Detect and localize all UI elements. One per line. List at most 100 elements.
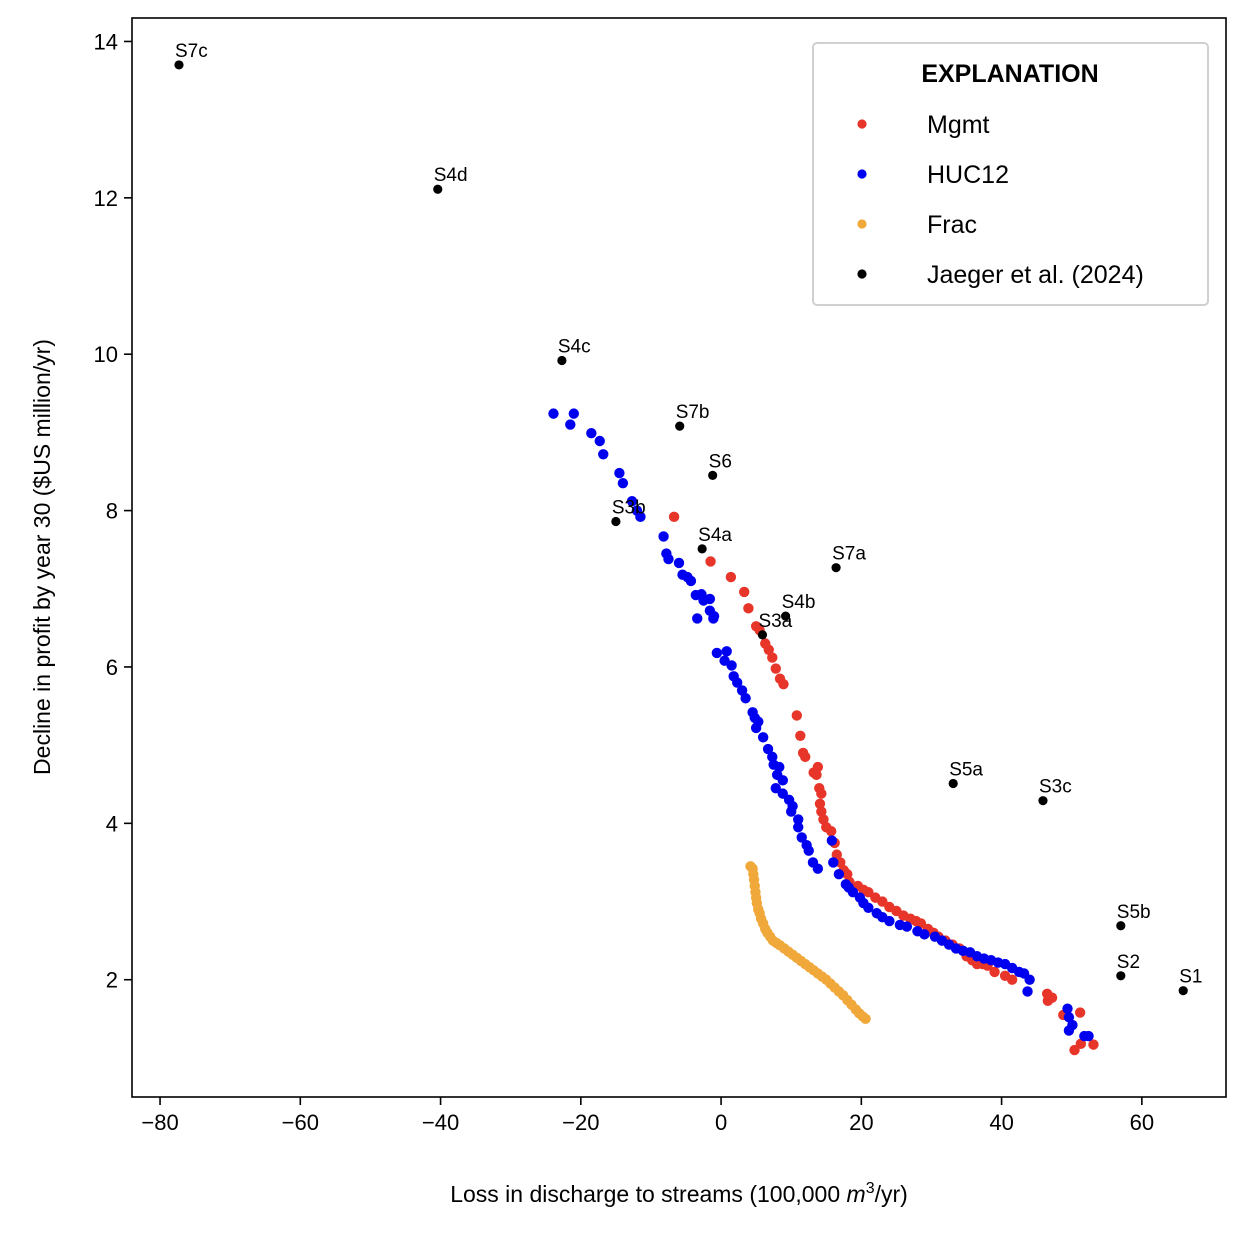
legend-marker: [857, 169, 867, 179]
point-huc12: [767, 751, 778, 763]
x-tick-label: 0: [715, 1110, 727, 1135]
x-tick-label: −20: [562, 1110, 599, 1135]
point-label: S6: [709, 451, 732, 472]
point-huc12: [617, 478, 629, 489]
point-huc12: [884, 915, 895, 927]
y-tick-label: 8: [106, 499, 118, 524]
point-jaeger-et-al-2024: [708, 470, 718, 481]
point-huc12: [863, 902, 874, 913]
point-huc12: [1024, 974, 1035, 985]
point-mgmt: [877, 896, 888, 907]
point-mgmt: [1088, 1039, 1099, 1050]
point-huc12: [568, 408, 580, 419]
point-huc12: [812, 863, 824, 874]
point-mgmt: [1006, 974, 1018, 985]
point-mgmt: [795, 730, 806, 741]
point-huc12: [777, 775, 788, 786]
point-huc12: [786, 806, 797, 817]
point-mgmt: [818, 814, 829, 825]
plot-frame: [131, 17, 1227, 1098]
point-huc12: [548, 408, 559, 419]
point-jaeger-et-al-2024: [697, 544, 707, 554]
point-huc12: [565, 419, 576, 430]
point-label: S3b: [612, 498, 646, 519]
point-mgmt: [831, 849, 842, 860]
point-huc12: [793, 814, 804, 825]
point-jaeger-et-al-2024: [1116, 921, 1126, 931]
point-mgmt: [816, 788, 827, 799]
point-jaeger-et-al-2024: [948, 778, 958, 789]
point-jaeger-et-al-2024: [831, 563, 841, 573]
y-tick-label: 6: [106, 655, 118, 680]
point-jaeger-et-al-2024: [433, 184, 443, 194]
point-huc12: [586, 427, 597, 439]
point-mgmt: [811, 769, 822, 781]
x-tick-label: −40: [422, 1110, 459, 1135]
data-points: [174, 60, 1188, 1056]
point-label: S2: [1117, 952, 1140, 973]
point-label: S4a: [698, 525, 732, 546]
point-huc12: [1067, 1019, 1078, 1031]
point-jaeger-et-al-2024: [1178, 986, 1188, 996]
point-huc12: [594, 435, 605, 447]
point-mgmt: [863, 886, 874, 898]
point-mgmt: [668, 511, 680, 523]
legend-entries: Mgmt HUC12 Frac Jaeger et al. (2024): [857, 111, 1144, 289]
point-mgmt: [842, 868, 853, 880]
point-mgmt: [705, 556, 716, 567]
y-tick-label: 12: [94, 186, 118, 211]
point-mgmt: [814, 798, 826, 809]
point-huc12: [708, 613, 719, 624]
point-mgmt: [812, 761, 824, 773]
point-huc12: [736, 685, 748, 696]
legend: EXPLANATION Mgmt HUC12 Frac Jaeger et al. (…: [812, 42, 1209, 306]
point-label: S1: [1179, 967, 1202, 988]
point-label: S5b: [1117, 902, 1151, 923]
point-huc12: [740, 693, 751, 704]
point-huc12: [774, 761, 785, 773]
x-tick-label: 40: [989, 1110, 1013, 1135]
point-huc12: [770, 782, 781, 794]
point-huc12: [757, 732, 769, 743]
point-frac: [860, 1013, 871, 1025]
point-huc12: [828, 857, 839, 868]
point-label: S3c: [1039, 777, 1072, 798]
point-huc12: [711, 647, 723, 659]
point-jaeger-et-al-2024: [174, 60, 184, 70]
point-label: S4d: [434, 165, 468, 186]
legend-marker: [857, 119, 867, 129]
point-huc12: [614, 467, 625, 479]
point-huc12: [692, 613, 703, 624]
legend-label: HUC12: [927, 161, 1009, 189]
point-huc12: [803, 845, 814, 856]
x-tick-label: 20: [849, 1110, 873, 1135]
point-jaeger-et-al-2024: [780, 611, 791, 621]
point-mgmt: [778, 678, 789, 690]
legend-label: Mgmt: [927, 111, 990, 139]
legend-marker: [857, 219, 867, 229]
y-axis-label: Decline in profit by year 30 ($US millio…: [29, 339, 55, 775]
point-label: S3a: [758, 611, 792, 632]
y-tick-label: 14: [94, 29, 118, 54]
point-jaeger-et-al-2024: [1038, 796, 1048, 806]
point-mgmt: [770, 663, 781, 674]
y-tick-label: 4: [106, 811, 118, 836]
legend-title: EXPLANATION: [921, 60, 1098, 88]
legend-label: Frac: [927, 211, 977, 239]
point-huc12: [1062, 1003, 1073, 1014]
point-label: S7b: [676, 402, 710, 423]
point-huc12: [1063, 1012, 1075, 1023]
point-huc12: [901, 921, 913, 932]
point-mgmt: [725, 571, 737, 583]
point-huc12: [663, 553, 674, 565]
point-huc12: [762, 743, 774, 755]
point-huc12: [721, 646, 732, 657]
y-tick-label: 10: [94, 342, 118, 367]
point-mgmt: [825, 825, 837, 837]
point-huc12: [732, 677, 743, 688]
point-mgmt: [767, 652, 778, 663]
point-jaeger-et-al-2024: [557, 355, 567, 366]
point-huc12: [826, 835, 838, 846]
point-huc12: [793, 822, 804, 833]
